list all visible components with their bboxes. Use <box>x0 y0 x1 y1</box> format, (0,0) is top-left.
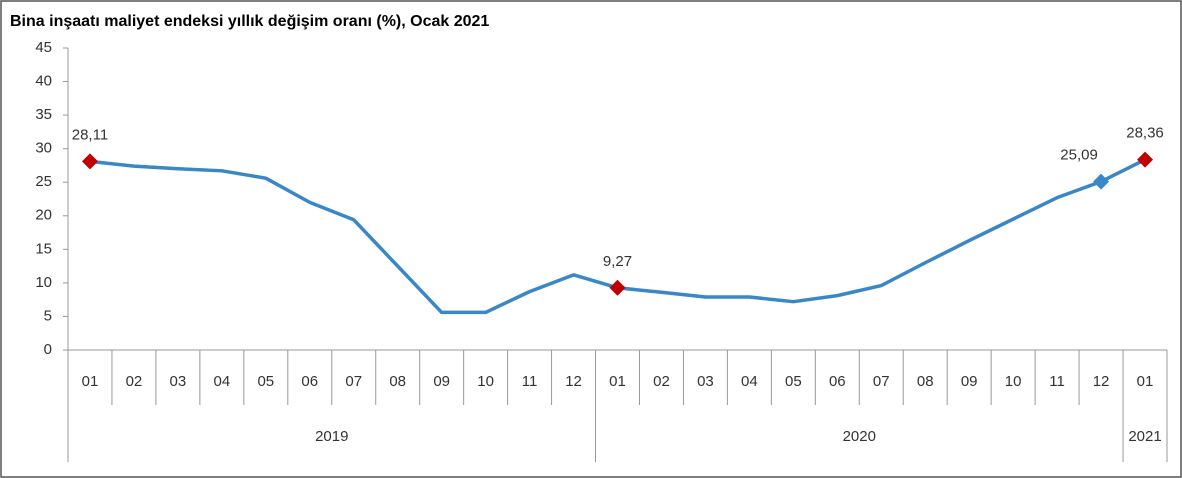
x-tick-label: 10 <box>1005 373 1022 390</box>
y-tick-label: 25 <box>35 173 52 190</box>
x-tick-label: 04 <box>214 373 231 390</box>
x-tick-label: 04 <box>741 373 758 390</box>
year-label: 2020 <box>843 428 876 445</box>
marker <box>81 153 98 170</box>
y-tick-label: 20 <box>35 207 52 224</box>
y-tick-label: 15 <box>35 240 52 257</box>
x-tick-label: 07 <box>345 373 362 390</box>
data-label: 9,27 <box>603 253 632 270</box>
data-label: 25,09 <box>1060 147 1098 164</box>
x-tick-label: 08 <box>917 373 934 390</box>
y-tick-label: 10 <box>35 274 52 291</box>
x-tick-label: 03 <box>697 373 714 390</box>
x-tick-label: 01 <box>82 373 99 390</box>
x-tick-label: 12 <box>1093 373 1110 390</box>
x-tick-label: 06 <box>829 373 846 390</box>
x-tick-label: 09 <box>433 373 450 390</box>
x-tick-label: 06 <box>301 373 318 390</box>
marker <box>1093 173 1110 190</box>
x-tick-label: 05 <box>785 373 802 390</box>
x-tick-label: 07 <box>873 373 890 390</box>
x-tick-label: 02 <box>126 373 143 390</box>
x-tick-label: 01 <box>1137 373 1154 390</box>
x-tick-label: 12 <box>565 373 582 390</box>
marker <box>609 279 626 296</box>
data-label: 28,36 <box>1126 125 1164 142</box>
x-tick-label: 02 <box>653 373 670 390</box>
x-tick-label: 05 <box>257 373 274 390</box>
chart-title: Bina inşaatı maliyet endeksi yıllık deği… <box>10 13 489 30</box>
x-tick-label: 11 <box>522 373 538 390</box>
y-tick-label: 40 <box>35 73 52 90</box>
x-tick-label: 03 <box>170 373 187 390</box>
x-tick-label: 10 <box>477 373 494 390</box>
year-label: 2021 <box>1128 428 1161 445</box>
x-tick-label: 01 <box>609 373 626 390</box>
y-tick-label: 35 <box>35 106 52 123</box>
x-tick-label: 11 <box>1049 373 1065 390</box>
y-tick-label: 5 <box>44 307 52 324</box>
y-tick-label: 30 <box>35 140 52 157</box>
y-tick-label: 45 <box>35 39 52 56</box>
x-tick-label: 09 <box>961 373 978 390</box>
year-label: 2019 <box>315 428 348 445</box>
y-tick-label: 0 <box>44 341 52 358</box>
x-tick-label: 08 <box>389 373 406 390</box>
marker <box>1137 151 1154 168</box>
data-label: 28,11 <box>72 126 108 143</box>
